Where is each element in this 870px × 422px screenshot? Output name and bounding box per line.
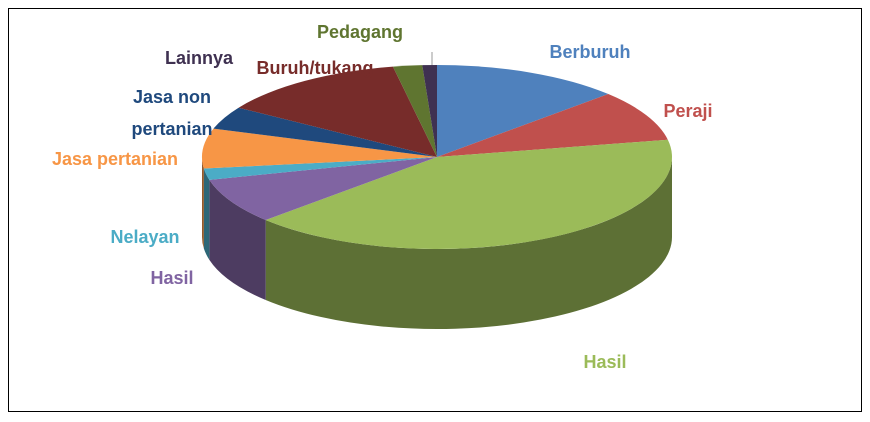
slice bbox=[213, 107, 437, 157]
slice-label: Pedagang bbox=[316, 22, 404, 42]
slice-label: Jasa pertanian bbox=[51, 149, 179, 169]
slice bbox=[202, 128, 437, 169]
slice bbox=[437, 94, 668, 157]
slice bbox=[265, 139, 672, 249]
slice bbox=[392, 65, 437, 157]
slice-label: Hasil bbox=[150, 268, 194, 288]
slice-label: Hasil bbox=[583, 352, 627, 372]
slice bbox=[437, 65, 609, 157]
slice-label: Berburuh bbox=[549, 42, 631, 62]
slice bbox=[203, 157, 437, 180]
slice-label: Nelayan bbox=[110, 227, 180, 247]
slice bbox=[238, 66, 437, 157]
frame bbox=[8, 8, 862, 412]
slice-label: Buruh/tukang bbox=[256, 58, 374, 78]
slice bbox=[209, 157, 437, 220]
slice-label: Jasa non pertanian bbox=[131, 87, 213, 139]
slice-label: Peraji bbox=[663, 101, 713, 121]
slice-side bbox=[203, 168, 210, 260]
slice bbox=[422, 65, 437, 157]
slice-side bbox=[209, 179, 266, 300]
slice-side bbox=[202, 157, 204, 249]
slice-label: Lainnya bbox=[164, 48, 234, 68]
slice-side bbox=[265, 157, 672, 329]
